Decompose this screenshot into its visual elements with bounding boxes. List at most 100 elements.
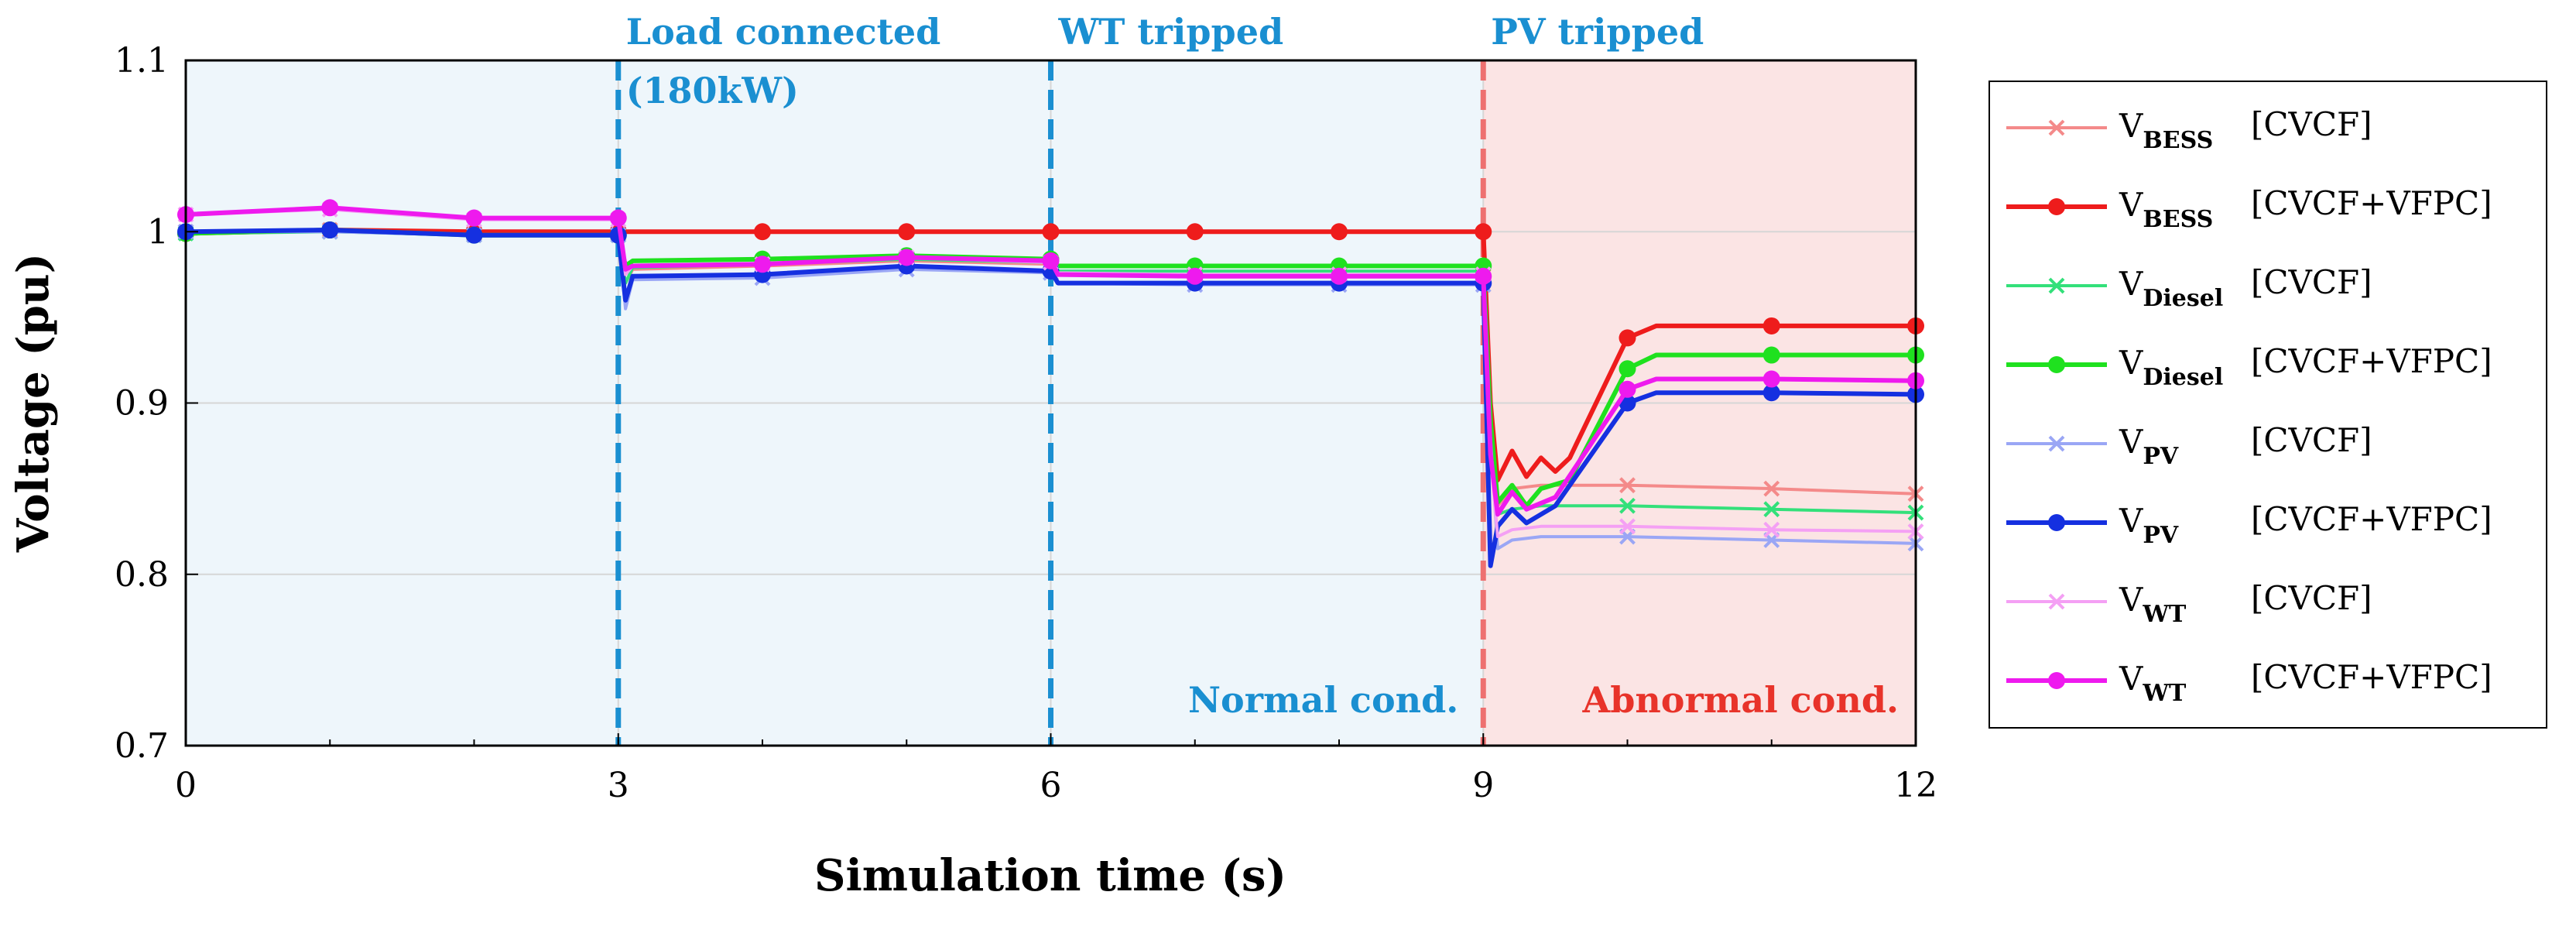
x-tick-label: 9 bbox=[1472, 766, 1494, 805]
data-point bbox=[1763, 501, 1780, 518]
legend-label: VDiesel bbox=[2119, 344, 2223, 391]
event-markers bbox=[615, 60, 1486, 746]
legend-box bbox=[1989, 81, 2547, 729]
y-axis-title: Voltage (pu) bbox=[8, 253, 59, 553]
data-point bbox=[1762, 317, 1780, 334]
data-point bbox=[1763, 480, 1780, 497]
legend-entry: VBESS [CVCF] bbox=[2006, 105, 2372, 154]
data-point bbox=[1475, 223, 1492, 241]
legend-label-tag: [CVCF] bbox=[2251, 579, 2372, 617]
series-lines bbox=[177, 199, 1924, 568]
data-point bbox=[1762, 384, 1780, 402]
legend-label: VDiesel bbox=[2119, 265, 2223, 312]
data-point bbox=[1619, 497, 1636, 514]
legend-swatch-marker bbox=[2048, 277, 2065, 294]
legend-swatch-marker bbox=[2048, 593, 2065, 610]
legend-swatch-marker bbox=[2048, 672, 2065, 689]
legend-label-tag: [CVCF+VFPC] bbox=[2251, 342, 2492, 380]
legend-label-tag: [CVCF+VFPC] bbox=[2251, 658, 2492, 696]
legend-entry: VPV [CVCF+VFPC] bbox=[2006, 500, 2492, 549]
legend-label-tag: [CVCF+VFPC] bbox=[2251, 184, 2492, 222]
legend-label-main: V bbox=[2119, 423, 2143, 461]
legend-entry: VWT [CVCF+VFPC] bbox=[2006, 658, 2492, 707]
series-wt-cvcf-vfpc bbox=[177, 199, 1924, 517]
legend-label-tag: [CVCF] bbox=[2251, 105, 2372, 143]
legend-label-main: V bbox=[2119, 344, 2143, 382]
axes: Simulation time (s) Voltage (pu) 0.7 0.8 0… bbox=[8, 41, 1937, 901]
data-point bbox=[1619, 360, 1636, 378]
data-point bbox=[1619, 329, 1636, 347]
x-axis-title: Simulation time (s) bbox=[814, 850, 1286, 901]
x-tick-label: 3 bbox=[608, 766, 629, 805]
legend-label-tag: [CVCF] bbox=[2251, 421, 2372, 459]
data-point bbox=[1762, 346, 1780, 364]
series-line bbox=[185, 228, 1917, 568]
legend-label-subscript: WT bbox=[2142, 680, 2187, 707]
data-point bbox=[465, 226, 483, 244]
annotations: Load connected (180kW) WT tripped PV trippe… bbox=[626, 11, 1899, 721]
data-point bbox=[1331, 223, 1348, 241]
data-point bbox=[1042, 252, 1060, 269]
event-label-3s: Load connected bbox=[626, 11, 941, 53]
y-tick-label: 0.8 bbox=[115, 555, 169, 595]
x-tick-label: 12 bbox=[1894, 766, 1937, 805]
data-point bbox=[465, 209, 483, 227]
legend-label-main: V bbox=[2119, 502, 2143, 540]
data-point bbox=[898, 223, 916, 241]
data-point bbox=[1762, 370, 1780, 388]
data-point bbox=[1763, 521, 1780, 538]
data-point bbox=[321, 199, 339, 217]
data-point bbox=[1042, 223, 1060, 241]
data-point bbox=[1619, 518, 1636, 535]
data-point bbox=[754, 223, 771, 241]
legend-label-subscript: BESS bbox=[2143, 127, 2213, 154]
y-tick-label: 1.1 bbox=[115, 41, 169, 81]
region-label-abnormal: Abnormal cond. bbox=[1582, 679, 1899, 721]
legend-label-tag: [CVCF] bbox=[2251, 263, 2372, 301]
legend-label: VPV bbox=[2119, 502, 2179, 549]
data-point bbox=[609, 209, 627, 227]
legend-label-subscript: BESS bbox=[2143, 206, 2213, 233]
data-point bbox=[1619, 477, 1636, 494]
data-point bbox=[1186, 223, 1204, 241]
y-tick-label: 0.9 bbox=[115, 384, 169, 424]
event-label-6s: WT tripped bbox=[1058, 11, 1284, 53]
legend-entry: VWT [CVCF] bbox=[2006, 579, 2372, 628]
legend-label-tag: [CVCF+VFPC] bbox=[2251, 500, 2492, 538]
data-point bbox=[1186, 267, 1204, 285]
legend-label: VPV bbox=[2119, 423, 2179, 470]
region-label-normal: Normal cond. bbox=[1188, 679, 1458, 721]
legend-swatch-marker bbox=[2048, 356, 2065, 373]
legend-label: VBESS bbox=[2119, 186, 2213, 233]
legend-label-subscript: PV bbox=[2143, 522, 2179, 549]
legend: VBESS [CVCF]VBESS [CVCF+VFPC]VDiesel [CVCF]… bbox=[1989, 81, 2547, 729]
legend-swatch-marker bbox=[2048, 198, 2065, 215]
y-tick-label: 0.7 bbox=[115, 726, 169, 766]
legend-swatch-marker bbox=[2048, 119, 2065, 136]
data-point bbox=[898, 249, 916, 266]
legend-label: VWT bbox=[2119, 581, 2187, 628]
legend-swatch-marker bbox=[2048, 514, 2065, 531]
legend-label-main: V bbox=[2119, 265, 2143, 303]
event-sublabel-3s: (180kW) bbox=[626, 70, 799, 111]
event-label-9s: PV tripped bbox=[1491, 11, 1704, 53]
legend-label-main: V bbox=[2119, 186, 2143, 224]
legend-label-subscript: Diesel bbox=[2143, 364, 2223, 391]
data-point bbox=[1475, 267, 1492, 285]
legend-entry: VBESS [CVCF+VFPC] bbox=[2006, 184, 2492, 233]
x-tick-label: 0 bbox=[175, 766, 197, 805]
series-line bbox=[185, 205, 1917, 517]
legend-label: VWT bbox=[2119, 660, 2187, 707]
data-point bbox=[321, 221, 339, 239]
data-point bbox=[754, 256, 771, 273]
legend-entry: VDiesel [CVCF+VFPC] bbox=[2006, 342, 2492, 391]
legend-label-subscript: PV bbox=[2143, 443, 2179, 470]
legend-label: VBESS bbox=[2119, 107, 2213, 154]
legend-label-main: V bbox=[2119, 581, 2143, 619]
legend-entry: VPV [CVCF] bbox=[2006, 421, 2372, 470]
legend-label-main: V bbox=[2119, 660, 2143, 698]
legend-label-subscript: WT bbox=[2142, 601, 2187, 628]
data-point bbox=[1619, 380, 1636, 398]
